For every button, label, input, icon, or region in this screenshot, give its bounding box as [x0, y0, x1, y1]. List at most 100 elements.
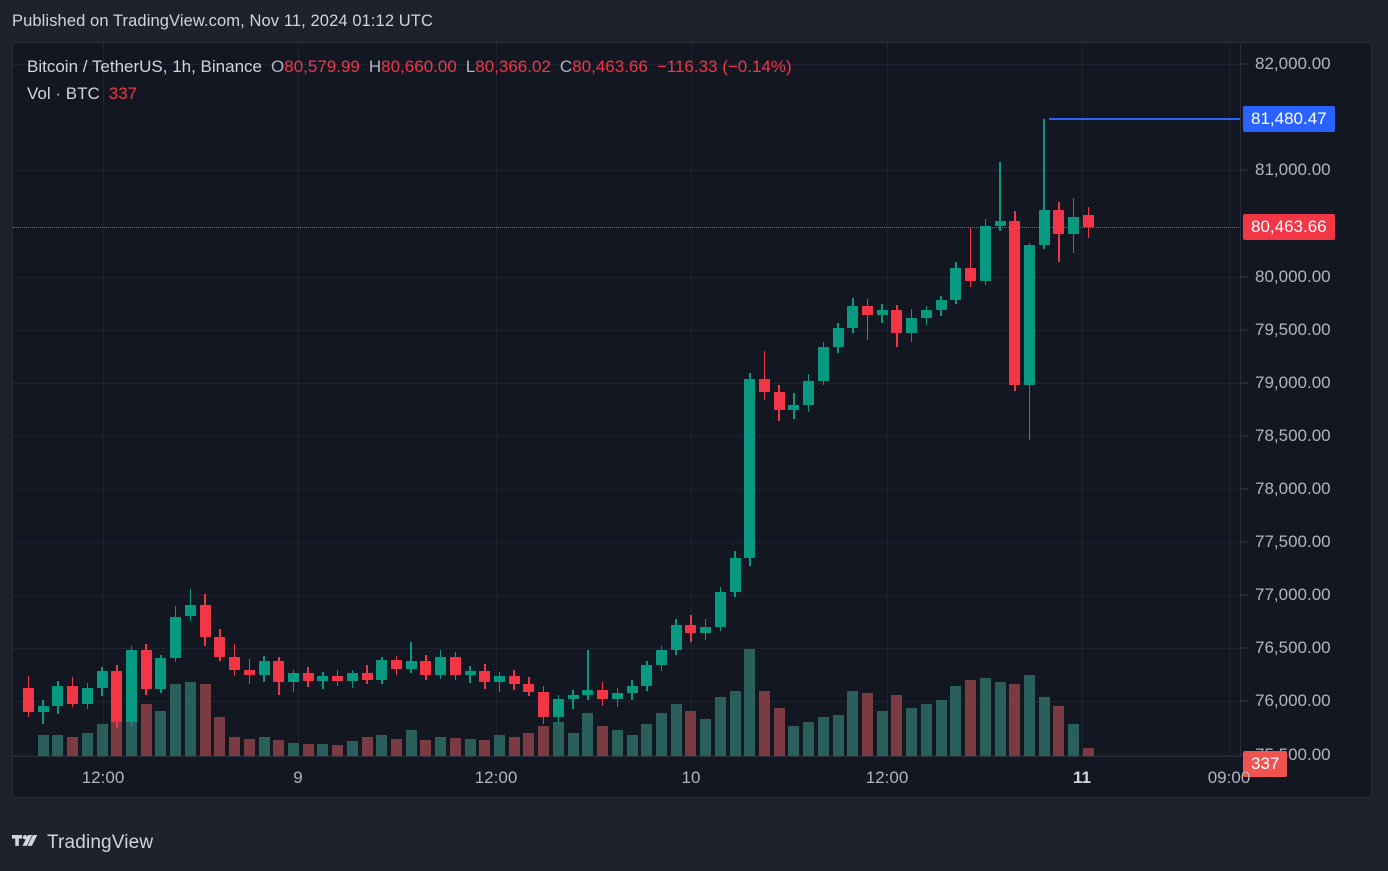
- volume-bar: [788, 726, 800, 759]
- gridline-horizontal: [13, 329, 1241, 331]
- volume-bar: [597, 726, 609, 759]
- candle-body: [376, 660, 388, 681]
- gridline-vertical: [496, 43, 497, 797]
- time-tick-label: 12:00: [865, 768, 909, 787]
- candle-body: [714, 592, 726, 628]
- candle-body: [891, 309, 903, 333]
- volume-bar: [611, 730, 623, 759]
- gridline-horizontal: [13, 489, 1241, 491]
- volume-bar: [906, 708, 918, 759]
- volume-bar: [52, 734, 64, 759]
- candle-body: [1009, 221, 1021, 385]
- gridline-horizontal: [13, 542, 1241, 544]
- volume-bar: [494, 734, 506, 759]
- price-tick-mark: [1241, 541, 1248, 543]
- price-tick-label: 78,500.00: [1255, 425, 1331, 445]
- candle-body: [302, 672, 314, 682]
- volume-bar: [81, 732, 93, 759]
- volume-bar: [449, 738, 461, 759]
- gridline-horizontal: [13, 595, 1241, 597]
- candle-body: [744, 378, 756, 559]
- candle-body: [67, 685, 79, 704]
- target-line-price-badge[interactable]: 81,480.47: [1243, 106, 1335, 133]
- last-price-line: [13, 227, 1241, 229]
- volume-bar: [582, 712, 594, 759]
- candle-body: [1082, 215, 1094, 228]
- candle-body: [523, 684, 535, 692]
- volume-bar: [96, 723, 108, 759]
- candle-body: [111, 670, 123, 722]
- price-tick-mark: [1241, 63, 1248, 65]
- candle-wick: [1043, 119, 1045, 250]
- price-tick-mark: [1241, 435, 1248, 437]
- candle-body: [729, 558, 741, 593]
- candle-body: [817, 346, 829, 381]
- volume-bar: [891, 695, 903, 759]
- time-tick-label: 12:00: [81, 768, 125, 787]
- candle-body: [847, 306, 859, 328]
- volume-bar: [111, 701, 123, 759]
- volume-bar: [258, 737, 270, 759]
- price-axis[interactable]: 82,000.00 81,000.00 80,000.00 79,500.00 79,0…: [1240, 43, 1371, 797]
- candle-body: [317, 675, 329, 682]
- price-tick-mark: [1241, 488, 1248, 490]
- candle-body: [346, 672, 358, 682]
- price-tick-label: 81,000.00: [1255, 160, 1331, 180]
- gridline-horizontal: [13, 648, 1241, 650]
- plot-area[interactable]: [13, 43, 1241, 797]
- price-tick-mark: [1241, 700, 1248, 702]
- volume-bar: [1082, 748, 1094, 759]
- volume-bar: [1038, 697, 1050, 759]
- time-tick-label: 9: [293, 768, 303, 787]
- volume-bar: [302, 743, 314, 759]
- candle-body: [1068, 217, 1080, 235]
- volume-bar: [935, 699, 947, 759]
- candle-body: [405, 661, 417, 669]
- price-tick-label: 79,000.00: [1255, 372, 1331, 392]
- volume-bar: [965, 679, 977, 759]
- candle-wick: [866, 298, 869, 341]
- gridline-horizontal: [13, 170, 1241, 172]
- price-tick-label: 80,000.00: [1255, 266, 1331, 286]
- volume-bar: [759, 690, 770, 759]
- volume-bar: [1023, 675, 1035, 759]
- tradingview-logo-icon: [12, 835, 38, 846]
- candle-wick: [42, 700, 44, 724]
- candle-body: [287, 672, 299, 683]
- time-axis[interactable]: 12:00 9 12:00 10 12:00 11 09:00: [13, 756, 1250, 797]
- time-tick-label: 09:00: [1207, 768, 1251, 787]
- gridline-vertical: [1082, 43, 1083, 797]
- volume-bar: [243, 739, 255, 759]
- volume-bar: [994, 682, 1006, 759]
- volume-bar: [670, 704, 682, 759]
- candle-body: [435, 656, 447, 675]
- volume-bar: [376, 734, 388, 759]
- volume-bar: [729, 690, 741, 759]
- volume-bar: [435, 737, 447, 759]
- candle-body: [670, 625, 682, 651]
- chart-pane[interactable]: Bitcoin / TetherUS, 1h, Binance O80,579.9…: [12, 42, 1372, 798]
- volume-bar: [803, 721, 815, 759]
- price-tick-mark: [1241, 594, 1248, 596]
- volume-bar: [920, 704, 932, 759]
- price-tick-label: 82,000.00: [1255, 54, 1331, 74]
- price-tick-label: 79,500.00: [1255, 319, 1331, 339]
- last-volume-badge[interactable]: 337: [1243, 751, 1288, 777]
- gridline-horizontal: [13, 64, 1241, 66]
- gridline-horizontal: [13, 435, 1241, 437]
- price-tick-label: 76,500.00: [1255, 638, 1331, 658]
- candle-wick: [587, 650, 589, 701]
- time-tick-label: 10: [681, 768, 701, 787]
- candle-body: [994, 221, 1006, 226]
- gridline-horizontal: [13, 276, 1241, 278]
- candle-body: [52, 685, 64, 706]
- volume-bar: [832, 715, 844, 759]
- gridline-vertical: [103, 43, 104, 797]
- volume-bar: [273, 740, 285, 759]
- volume-bar: [508, 737, 520, 759]
- last-price-badge[interactable]: 80,463.66: [1243, 214, 1335, 241]
- volume-bar: [773, 708, 785, 759]
- volume-bar: [979, 677, 991, 759]
- volume-bar: [552, 721, 564, 759]
